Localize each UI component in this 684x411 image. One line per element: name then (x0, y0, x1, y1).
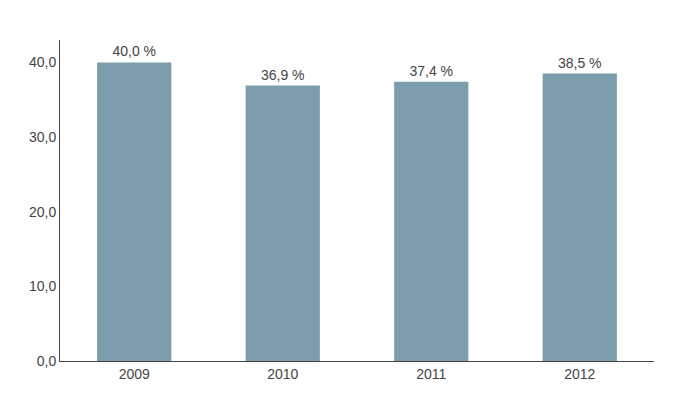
svg-text:38,5 %: 38,5 % (558, 55, 602, 71)
svg-text:2010: 2010 (267, 366, 298, 382)
svg-text:10,0: 10,0 (29, 278, 56, 294)
svg-text:37,4 %: 37,4 % (409, 63, 453, 79)
svg-text:30,0: 30,0 (29, 129, 56, 145)
svg-text:36,9 %: 36,9 % (261, 67, 305, 83)
svg-text:0,0: 0,0 (37, 353, 57, 369)
svg-text:40,0 %: 40,0 % (112, 43, 156, 59)
svg-text:2011: 2011 (416, 366, 446, 382)
svg-text:2012: 2012 (564, 366, 595, 382)
svg-text:20,0: 20,0 (29, 204, 56, 220)
svg-text:2009: 2009 (119, 366, 150, 382)
svg-text:40,0: 40,0 (29, 54, 56, 70)
